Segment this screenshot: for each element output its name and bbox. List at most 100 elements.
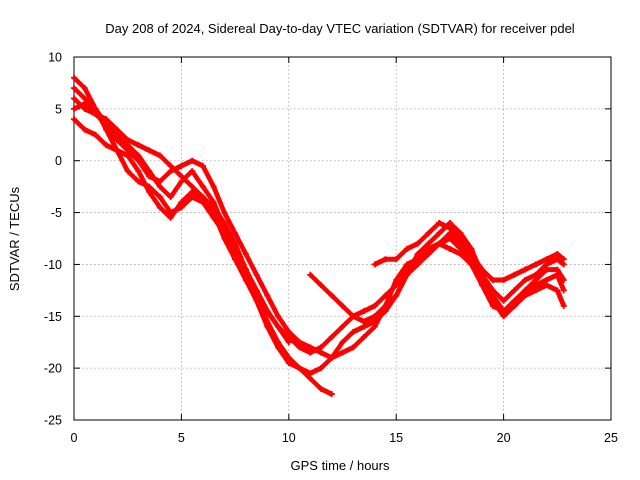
data-point [522, 266, 529, 273]
series-marker-trail [71, 101, 566, 361]
data-point [560, 276, 567, 283]
data-point [135, 152, 142, 159]
data-point [328, 334, 335, 341]
data-point [382, 302, 389, 309]
data-point [275, 313, 282, 320]
data-point [371, 318, 378, 325]
data-point [264, 308, 271, 315]
data-point [167, 194, 174, 201]
data-point [285, 339, 292, 346]
y-axis-label: SDTVAR / TECUs [7, 186, 22, 291]
data-point [403, 245, 410, 252]
data-point [425, 230, 432, 237]
data-point [339, 323, 346, 330]
data-point [285, 359, 292, 366]
data-point [360, 308, 367, 315]
data-point [328, 292, 335, 299]
data-point [318, 349, 325, 356]
data-point [296, 365, 303, 372]
data-point [275, 344, 282, 351]
data-point [189, 168, 196, 175]
data-point [371, 313, 378, 320]
x-axis-label: GPS time / hours [291, 458, 390, 473]
data-point [103, 142, 110, 149]
chart-title: Day 208 of 2024, Sidereal Day-to-day VTE… [105, 21, 575, 36]
data-point [511, 302, 518, 309]
data-point [167, 209, 174, 216]
data-point [167, 162, 174, 169]
data-point [103, 116, 110, 123]
data-point [210, 214, 217, 221]
data-point [543, 256, 550, 263]
data-point [199, 183, 206, 190]
data-point [113, 136, 120, 143]
y-tick-label: -10 [44, 258, 62, 272]
data-point [210, 183, 217, 190]
data-point [81, 95, 88, 102]
data-point [457, 235, 464, 242]
data-point [124, 152, 131, 159]
data-point [156, 178, 163, 185]
data-point [436, 219, 443, 226]
data-point [124, 136, 131, 143]
series-marker-trail [71, 116, 566, 376]
data-point [178, 162, 185, 169]
data-point [382, 292, 389, 299]
data-point [135, 142, 142, 149]
data-point [489, 276, 496, 283]
y-tick-label: -20 [44, 362, 62, 376]
series-track-5 [71, 85, 292, 346]
y-tick-label: -15 [44, 310, 62, 324]
data-point [113, 126, 120, 133]
data-point [232, 256, 239, 263]
x-tick-label: 0 [71, 431, 78, 445]
data-point [103, 126, 110, 133]
data-point [221, 209, 228, 216]
data-point [446, 230, 453, 237]
data-point [156, 152, 163, 159]
series-track-3 [71, 116, 567, 377]
data-point [296, 344, 303, 351]
data-point [479, 276, 486, 283]
data-point [221, 219, 228, 226]
data-point [414, 256, 421, 263]
data-point [328, 354, 335, 361]
data-point [285, 328, 292, 335]
y-tick-label: -25 [44, 414, 62, 428]
data-point [178, 173, 185, 180]
data-point [264, 323, 271, 330]
data-point [532, 261, 539, 268]
data-point [189, 157, 196, 164]
data-point [560, 261, 567, 268]
data-point [350, 313, 357, 320]
data-point [446, 245, 453, 252]
data-point [210, 204, 217, 211]
data-point [350, 328, 357, 335]
data-point [307, 344, 314, 351]
data-point [489, 297, 496, 304]
data-point [360, 334, 367, 341]
data-point [318, 344, 325, 351]
data-point [350, 344, 357, 351]
data-point [199, 194, 206, 201]
data-point [543, 266, 550, 273]
data-point [543, 282, 550, 289]
data-point [414, 261, 421, 268]
data-point [511, 287, 518, 294]
data-point [81, 105, 88, 112]
data-point [307, 375, 314, 382]
data-point [393, 282, 400, 289]
data-point [71, 95, 77, 102]
data-point [146, 173, 153, 180]
data-point [135, 168, 142, 175]
data-point [264, 292, 271, 299]
data-point [522, 287, 529, 294]
data-point [522, 292, 529, 299]
data-point [318, 385, 325, 392]
data-point [371, 261, 378, 268]
data-point [199, 162, 206, 169]
data-point [500, 313, 507, 320]
data-point [500, 276, 507, 283]
